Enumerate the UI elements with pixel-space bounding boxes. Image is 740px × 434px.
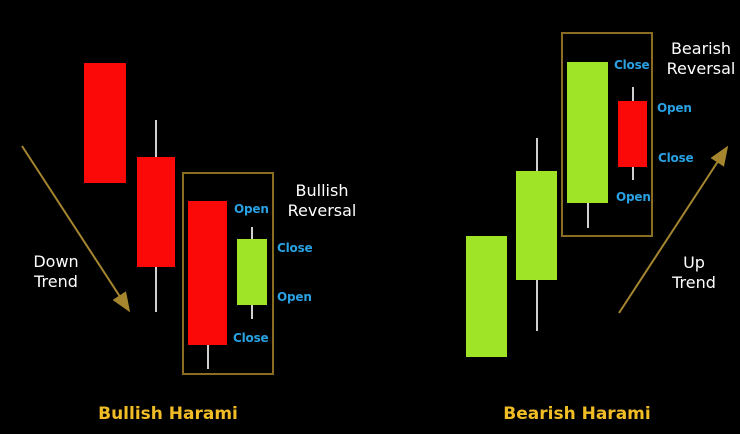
bearish-reversal-label: Bearish Reversal (662, 39, 740, 79)
close-price-label: Close (614, 58, 650, 72)
bullish-reversal-line1: Bullish (295, 181, 349, 200)
left-downtrend-candle-1 (84, 63, 126, 183)
bearish-reversal-line1: Bearish (670, 39, 732, 58)
left-inside-candle (237, 239, 267, 305)
bullish-reversal-label: Bullish Reversal (283, 181, 361, 221)
left-downtrend-candle-2 (137, 157, 175, 267)
open-price-label: Open (277, 290, 312, 304)
down-trend-label: Down Trend (18, 252, 94, 292)
down-trend-line2: Trend (34, 272, 78, 291)
right-uptrend-candle-2 (516, 171, 557, 280)
down-trend-line1: Down (33, 252, 79, 271)
close-price-label: Close (233, 331, 269, 345)
up-trend-line1: Up (683, 253, 705, 272)
open-price-label: Open (616, 190, 651, 204)
close-price-label: Close (658, 151, 694, 165)
close-price-label: Close (277, 241, 313, 255)
bullish-harami-box (182, 172, 274, 375)
bullish-reversal-line2: Reversal (287, 201, 357, 220)
bearish-harami-title: Bearish Harami (503, 404, 651, 424)
up-trend-label: Up Trend (663, 253, 725, 293)
left-mother-candle (188, 201, 227, 345)
bullish-harami-title: Bullish Harami (98, 404, 238, 424)
open-price-label: Open (234, 202, 269, 216)
right-mother-candle (567, 62, 608, 203)
bearish-harami-box (561, 32, 653, 237)
bearish-reversal-line2: Reversal (666, 59, 736, 78)
right-inside-candle (618, 101, 647, 167)
right-uptrend-candle-1 (466, 236, 507, 357)
open-price-label: Open (657, 101, 692, 115)
up-trend-line2: Trend (672, 273, 716, 292)
